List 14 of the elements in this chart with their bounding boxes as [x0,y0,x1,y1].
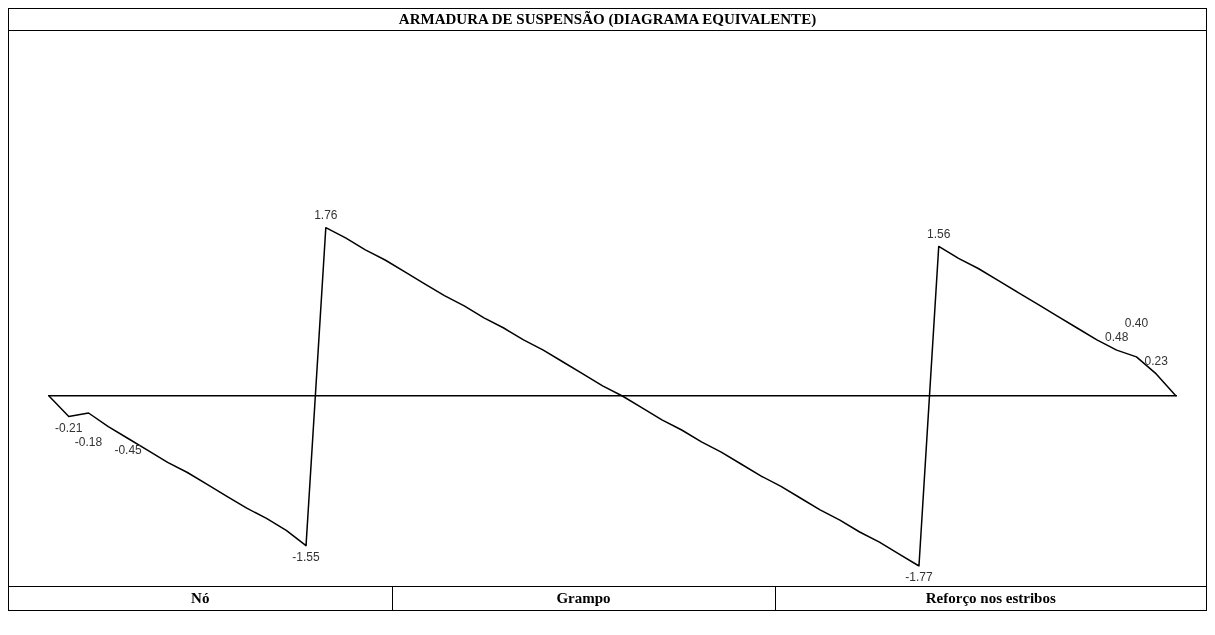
text: 0.23 [1144,354,1168,369]
chart-title: ARMADURA DE SUSPENSÃO (DIAGRAMA EQUIVALENTE) [9,9,1206,31]
text: Reforço nos estribos [775,586,1206,610]
text: 1.76 [314,208,338,223]
text: 1.56 [927,226,951,241]
text: -1.55 [292,549,320,564]
text: -0.45 [114,442,142,457]
text: -0.18 [74,434,103,449]
text: 0.48 [1105,330,1129,345]
text: -0.21 [55,420,83,435]
text: Grampo [392,586,776,610]
text: -1.77 [905,570,933,585]
text: 0.40 [1124,316,1149,331]
text: Nó [9,586,393,610]
